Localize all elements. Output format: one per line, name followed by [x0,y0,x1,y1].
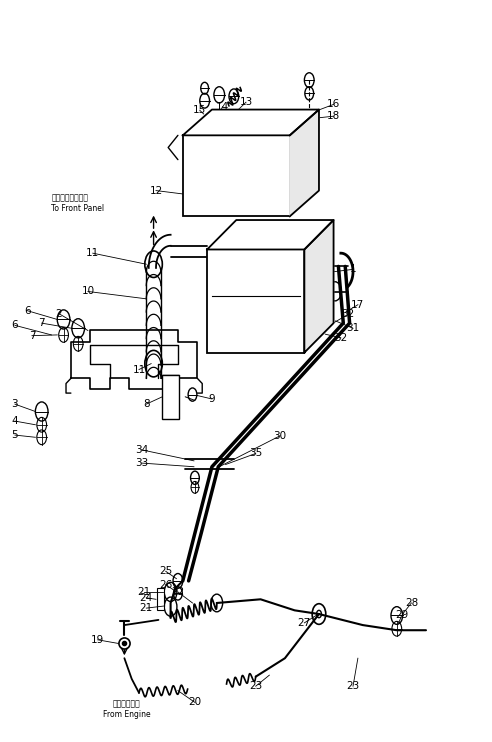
Text: エンジンから: エンジンから [113,700,141,709]
Text: フロントパネルへ: フロントパネルへ [52,194,89,203]
Text: 10: 10 [81,286,94,297]
Text: 33: 33 [135,458,148,468]
Polygon shape [207,220,334,249]
Text: 20: 20 [188,697,202,707]
Text: 1: 1 [350,264,356,275]
Text: 4: 4 [12,416,18,426]
Text: 8: 8 [143,399,150,409]
Text: 35: 35 [249,448,262,459]
Text: 18: 18 [327,111,340,121]
Text: 25: 25 [159,566,172,577]
Text: 11: 11 [86,248,99,258]
Text: 21: 21 [140,603,153,613]
Text: From Engine: From Engine [103,710,151,720]
Text: 23: 23 [346,681,360,692]
Bar [183,135,290,217]
Text: 11: 11 [132,364,146,375]
Text: 6: 6 [24,306,31,315]
Text: 14: 14 [216,102,229,111]
Polygon shape [183,110,319,135]
Text: To Front Panel: To Front Panel [52,205,104,214]
Text: 21: 21 [137,587,151,597]
Text: 31: 31 [346,324,360,333]
Text: 22: 22 [171,587,184,597]
Text: 15: 15 [193,105,207,115]
Text: 6: 6 [12,321,18,330]
Bar [157,588,164,611]
Polygon shape [305,220,334,352]
Text: 12: 12 [150,186,163,196]
Text: 19: 19 [91,635,104,645]
Text: 17: 17 [351,300,365,309]
Text: 9: 9 [209,394,215,404]
Text: 5: 5 [12,430,18,440]
Text: 23: 23 [249,681,262,692]
Text: 7: 7 [38,318,45,328]
Text: 32: 32 [341,309,355,319]
Text: 7: 7 [29,331,35,341]
Text: 24: 24 [140,593,153,603]
Text: 32: 32 [334,333,347,343]
Text: 27: 27 [298,618,311,628]
Text: 34: 34 [135,444,148,455]
Bar [162,375,180,419]
Text: 2: 2 [56,309,62,318]
Text: 16: 16 [327,99,340,109]
Text: 28: 28 [405,598,418,608]
Text: 30: 30 [274,431,287,441]
Text: 29: 29 [395,611,408,620]
Polygon shape [290,110,319,217]
Text: 3: 3 [12,399,18,409]
Bar [207,249,305,352]
Text: 13: 13 [240,97,252,107]
Text: 26: 26 [159,580,172,590]
